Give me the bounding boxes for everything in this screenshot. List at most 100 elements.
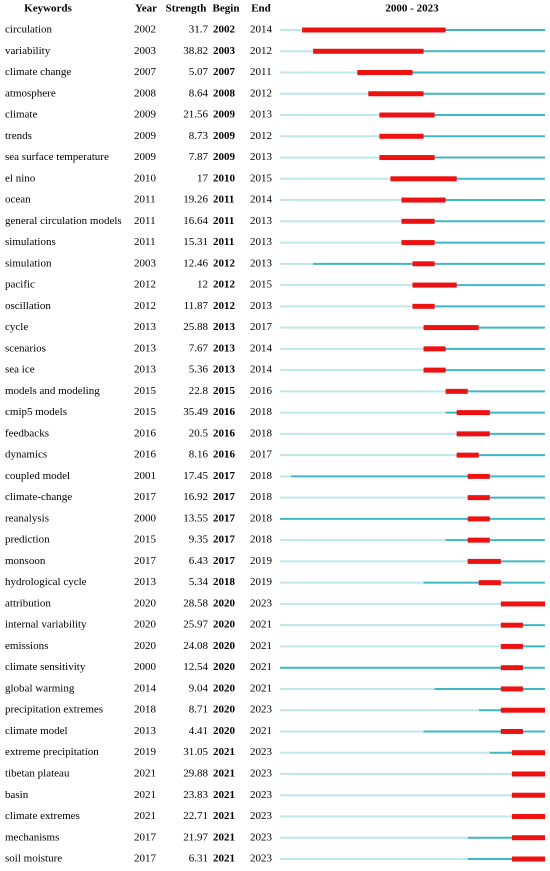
strength: 28.58 [183,597,208,609]
begin: 2012 [213,300,236,312]
year: 2019 [134,746,157,758]
strength: 12.46 [183,257,208,269]
end: 2023 [250,789,273,801]
end: 2013 [250,257,273,269]
begin: 2011 [213,236,234,248]
begin: 2020 [213,682,236,694]
keyword: scenarios [5,342,46,354]
begin: 2012 [213,257,236,269]
column-header: 2000 - 2023 [385,3,439,15]
end: 2018 [250,534,273,546]
strength: 4.41 [189,725,208,737]
begin: 2003 [213,45,236,57]
end: 2023 [250,831,273,843]
strength: 6.31 [189,853,208,865]
end: 2021 [250,725,272,737]
strength: 8.16 [189,449,209,461]
burst-bar [467,537,490,543]
begin: 2012 [213,279,236,291]
year: 2003 [134,45,157,57]
year: 2021 [134,810,156,822]
burst-bar [313,48,424,54]
year: 2017 [134,555,157,567]
begin: 2017 [213,555,236,567]
begin: 2009 [213,109,236,121]
strength: 19.26 [183,194,208,206]
end: 2018 [250,427,273,439]
keyword: attribution [5,597,51,609]
burst-bar [456,410,490,416]
year: 2001 [134,470,156,482]
burst-bar [511,771,545,777]
strength: 38.82 [183,45,208,57]
keyword: el nino [5,172,36,184]
end: 2023 [250,746,273,758]
keyword: models and modeling [5,385,100,397]
burst-bar [500,643,523,649]
begin: 2017 [213,512,236,524]
end: 2019 [250,555,273,567]
begin: 2002 [213,24,236,36]
year: 2012 [134,300,156,312]
burst-bar [445,388,468,394]
year: 2020 [134,619,157,631]
year: 2000 [134,512,157,524]
strength: 21.56 [183,109,208,121]
keyword: reanalysis [5,512,49,524]
begin: 2021 [213,789,235,801]
keyword: sea ice [5,364,35,376]
burst-bar [401,197,446,203]
strength: 7.87 [189,151,209,163]
end: 2021 [250,640,272,652]
keyword: global warming [5,682,75,694]
end: 2016 [250,385,273,397]
end: 2014 [250,24,273,36]
keyword: climate model [5,725,68,737]
keyword: circulation [5,24,53,36]
begin: 2009 [213,130,236,142]
begin: 2017 [213,534,236,546]
column-header: Year [135,3,157,15]
end: 2017 [250,449,273,461]
strength: 17.45 [183,470,208,482]
keyword: tibetan plateau [5,768,70,780]
end: 2011 [250,66,272,78]
year: 2002 [134,24,156,36]
year: 2013 [134,364,157,376]
end: 2019 [250,576,273,588]
year: 2013 [134,321,157,333]
end: 2023 [250,768,273,780]
year: 2000 [134,661,157,673]
year: 2016 [134,427,157,439]
keyword: internal variability [5,619,87,631]
begin: 2018 [213,576,236,588]
begin: 2016 [213,406,236,418]
year: 2021 [134,789,156,801]
strength: 11.87 [184,300,209,312]
strength: 9.35 [189,534,209,546]
keyword: soil moisture [5,853,62,865]
strength: 31.7 [189,24,209,36]
column-header: Keywords [24,3,72,15]
burst-bar [467,473,490,479]
year: 2013 [134,576,157,588]
end: 2014 [250,194,273,206]
end: 2023 [250,810,273,822]
year: 2017 [134,491,157,503]
strength: 17 [197,172,209,184]
strength: 9.04 [189,682,209,694]
burst-bar [456,452,479,458]
burst-bar [423,346,446,352]
burst-bar [467,495,490,501]
begin: 2021 [213,853,235,865]
begin: 2011 [213,194,234,206]
keyword: atmosphere [5,87,56,99]
begin: 2016 [213,427,236,439]
burst-bar [401,218,435,224]
burst-bar [500,622,523,628]
begin: 2013 [213,321,236,333]
burst-bar [379,133,424,139]
year: 2020 [134,640,157,652]
burst-bar [511,792,545,798]
keyword: pacific [5,279,35,291]
